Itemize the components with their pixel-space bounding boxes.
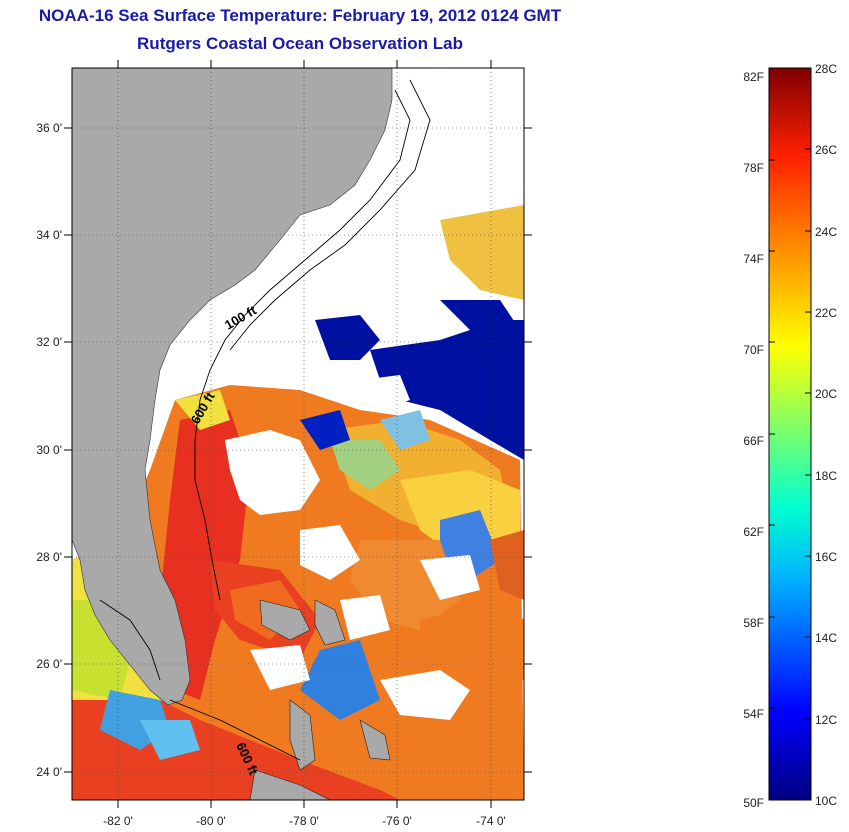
map-subtitle: Rutgers Coastal Ocean Observation Lab <box>137 34 463 53</box>
colorbar-c-label: 20C <box>815 387 838 401</box>
grid-lines <box>72 68 524 800</box>
lon-label: -82 0' <box>103 814 133 828</box>
land-mainland <box>72 68 393 706</box>
colorbar-f-label: 50F <box>743 796 764 810</box>
lat-label: 36 0' <box>36 121 62 135</box>
lon-label: -74 0' <box>476 814 506 828</box>
colorbar-f-label: 54F <box>743 707 764 721</box>
map-frame <box>64 60 532 808</box>
colorbar-c-label: 10C <box>815 794 838 808</box>
colorbar-f-label: 70F <box>743 343 764 357</box>
lat-label: 24 0' <box>36 765 62 779</box>
lon-label: -80 0' <box>196 814 226 828</box>
lon-label: -76 0' <box>382 814 412 828</box>
colorbar-f-label: 62F <box>743 525 764 539</box>
colorbar-f-label: 74F <box>743 252 764 266</box>
lat-label: 28 0' <box>36 550 62 564</box>
colorbar-f-label: 82F <box>743 70 764 84</box>
lat-label: 26 0' <box>36 657 62 671</box>
colorbar-ticks <box>769 148 811 720</box>
colorbar-f-label: 66F <box>743 434 764 448</box>
lat-label: 34 0' <box>36 228 62 242</box>
colorbar-c-label: 24C <box>815 225 838 239</box>
colorbar-c-label: 22C <box>815 306 838 320</box>
bahamas-islands <box>249 599 391 800</box>
colorbar-c-label: 16C <box>815 550 838 564</box>
cloud-mask <box>225 375 480 720</box>
map-area <box>72 68 524 800</box>
cold-region <box>300 300 524 460</box>
sst-field <box>72 205 524 800</box>
lat-label: 32 0' <box>36 335 62 349</box>
lon-label: -78 0' <box>289 814 319 828</box>
colorbar-c-label: 18C <box>815 469 838 483</box>
colorbar-f-label: 58F <box>743 616 764 630</box>
depth-contours <box>99 79 431 761</box>
lat-label: 30 0' <box>36 443 62 457</box>
colorbar-f-label: 78F <box>743 161 764 175</box>
colorbar-c-label: 12C <box>815 713 838 727</box>
colorbar-c-label: 26C <box>815 143 838 157</box>
colorbar-c-label: 14C <box>815 631 838 645</box>
map-title: NOAA-16 Sea Surface Temperature: Februar… <box>38 6 562 25</box>
colorbar-c-label: 28C <box>815 62 838 76</box>
colorbar <box>768 67 812 801</box>
